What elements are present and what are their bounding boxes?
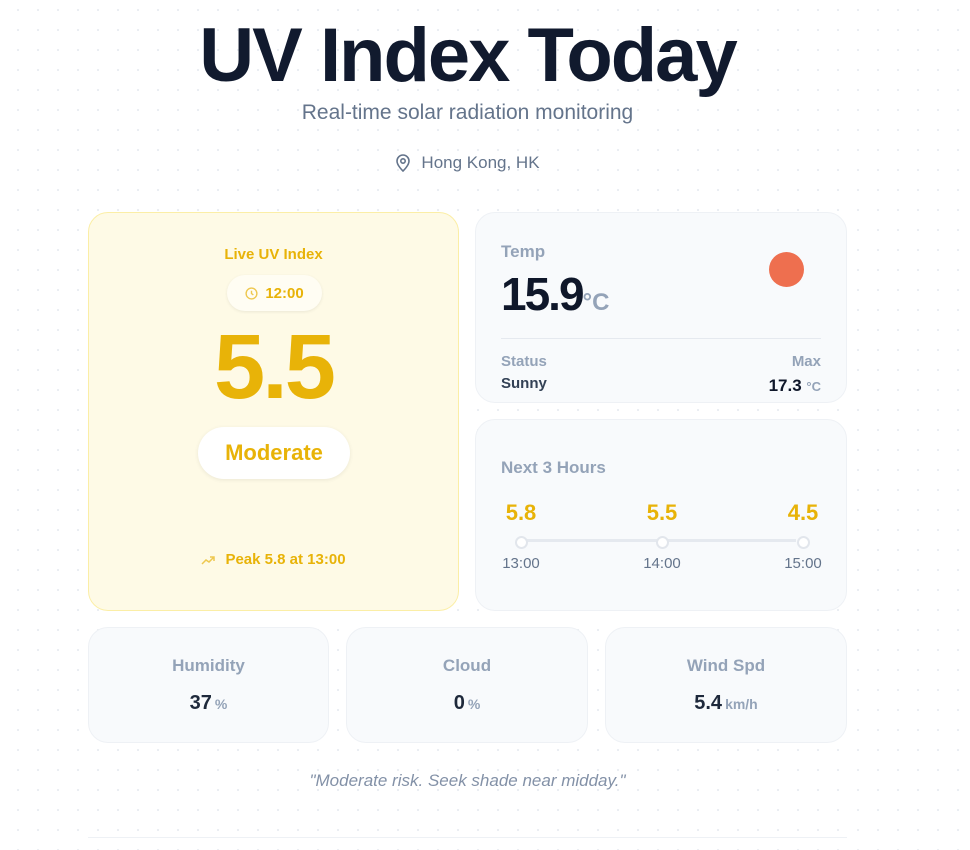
forecast-value: 4.5 xyxy=(787,500,819,525)
timeline-dot xyxy=(796,536,810,549)
time-badge: 12:00 xyxy=(227,275,322,311)
uv-index-card: Live UV Index 12:00 5.5 Moderate Peak 5.… xyxy=(88,212,459,611)
status-value: Sunny xyxy=(501,375,547,392)
max-number: 17.3 xyxy=(768,376,802,395)
location: Hong Kong, HK xyxy=(0,153,935,173)
status-label: Status xyxy=(501,353,547,370)
forecast-value: 5.5 xyxy=(646,500,678,525)
temp-value: 15.9°C xyxy=(501,267,609,321)
sun-icon xyxy=(769,252,804,287)
forecast-value: 5.8 xyxy=(505,500,537,525)
temp-label: Temp xyxy=(501,242,546,261)
uv-label: Live UV Index xyxy=(224,246,323,263)
forecast-hour: 4.5 15:00 xyxy=(773,500,833,572)
time-text: 12:00 xyxy=(265,284,304,302)
stat-number: 0 xyxy=(453,692,465,714)
temp-number: 15.9 xyxy=(501,268,585,320)
stat-value: 0% xyxy=(347,692,587,715)
stat-label: Wind Spd xyxy=(686,656,766,675)
uv-level-badge: Moderate xyxy=(198,427,350,479)
stat-value: 5.4 km/h xyxy=(606,692,846,715)
forecast-label: Next 3 Hours xyxy=(501,458,606,477)
timeline-dot xyxy=(655,536,669,549)
stat-unit: % xyxy=(467,696,481,712)
advice-quote: "Moderate risk. Seek shade near midday." xyxy=(309,771,626,790)
stat-value: 37% xyxy=(89,692,328,715)
divider xyxy=(88,837,847,838)
max-label: Max xyxy=(791,353,821,370)
location-text: Hong Kong, HK xyxy=(421,153,540,172)
wind-card: Wind Spd 5.4 km/h xyxy=(605,627,847,743)
forecast-hour: 5.5 14:00 xyxy=(632,500,692,572)
max-unit: °C xyxy=(806,379,821,394)
peak-text: Peak 5.8 at 13:00 xyxy=(225,551,346,568)
forecast-card: Next 3 Hours 5.8 13:00 5.5 14:00 4.5 15:00 xyxy=(475,419,847,611)
forecast-time: 13:00 xyxy=(502,555,540,572)
temp-unit: °C xyxy=(582,289,610,316)
divider xyxy=(501,338,821,339)
max-value: 17.3 °C xyxy=(769,376,821,396)
stat-number: 5.4 xyxy=(694,692,723,714)
temperature-card: Temp 15.9°C Status Sunny Max 17.3 °C xyxy=(475,212,847,403)
page-title: UV Index Today xyxy=(199,13,737,98)
stat-label: Humidity xyxy=(172,656,245,675)
cloud-card: Cloud 0% xyxy=(346,627,588,743)
uv-value: 5.5 xyxy=(214,316,336,418)
timeline-dot xyxy=(514,536,528,549)
stat-unit: % xyxy=(214,696,228,712)
peak-info: Peak 5.8 at 13:00 xyxy=(89,551,458,568)
map-pin-icon xyxy=(396,154,411,172)
stat-number: 37 xyxy=(189,692,212,714)
forecast-time: 15:00 xyxy=(784,555,822,572)
forecast-hour: 5.8 13:00 xyxy=(491,500,551,572)
stat-label: Cloud xyxy=(442,656,492,675)
page-subtitle: Real-time solar radiation monitoring xyxy=(301,101,634,124)
clock-icon xyxy=(245,286,258,300)
trending-up-icon xyxy=(201,555,216,565)
forecast-time: 14:00 xyxy=(643,555,681,572)
humidity-card: Humidity 37% xyxy=(88,627,329,743)
stat-unit: km/h xyxy=(725,696,758,712)
